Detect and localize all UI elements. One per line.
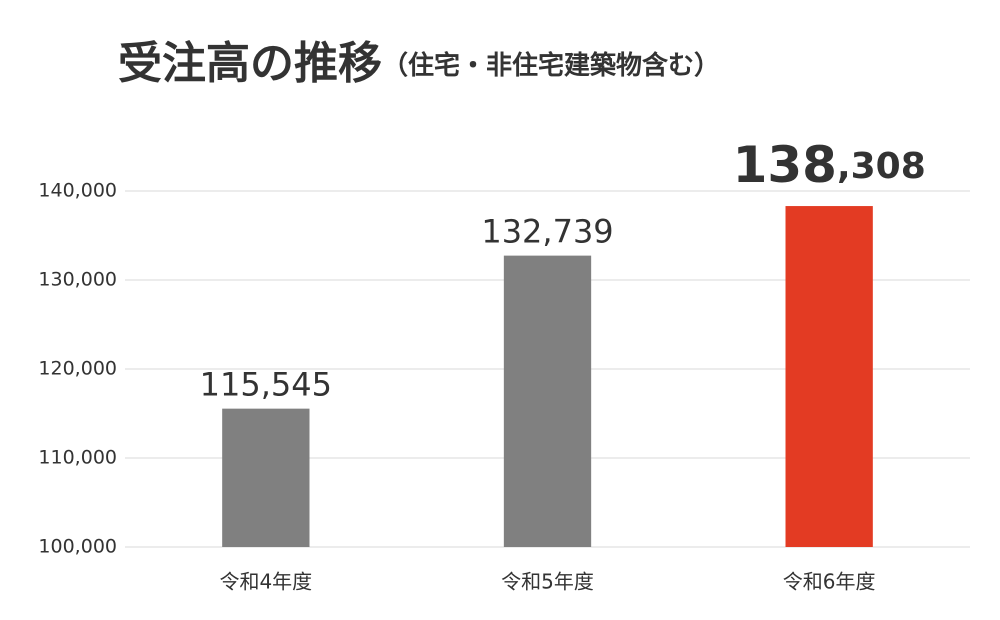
y-tick-label: 120,000 xyxy=(38,358,117,380)
bar xyxy=(222,408,310,547)
value-label-minor: ,308 xyxy=(837,146,926,187)
y-tick-label: 110,000 xyxy=(38,447,117,469)
chart-title-group: 受注高の推移（住宅・非住宅建築物含む） xyxy=(118,38,720,89)
y-tick-label: 100,000 xyxy=(38,536,117,558)
value-label: 132,739 xyxy=(481,213,613,251)
x-tick-label: 令和5年度 xyxy=(501,570,594,594)
x-tick-label: 令和4年度 xyxy=(219,570,312,594)
chart-title: 受注高の推移 xyxy=(118,38,382,89)
value-label-major: 138 xyxy=(733,136,837,194)
value-label: 115,545 xyxy=(200,366,332,404)
bar xyxy=(785,206,873,547)
bar xyxy=(503,255,592,547)
x-tick-label: 令和6年度 xyxy=(783,570,876,594)
y-tick-label: 130,000 xyxy=(38,269,117,291)
chart-subtitle: （住宅・非住宅建築物含む） xyxy=(382,50,720,81)
y-tick-label: 140,000 xyxy=(38,180,117,202)
value-label: 138,308 xyxy=(733,136,926,194)
